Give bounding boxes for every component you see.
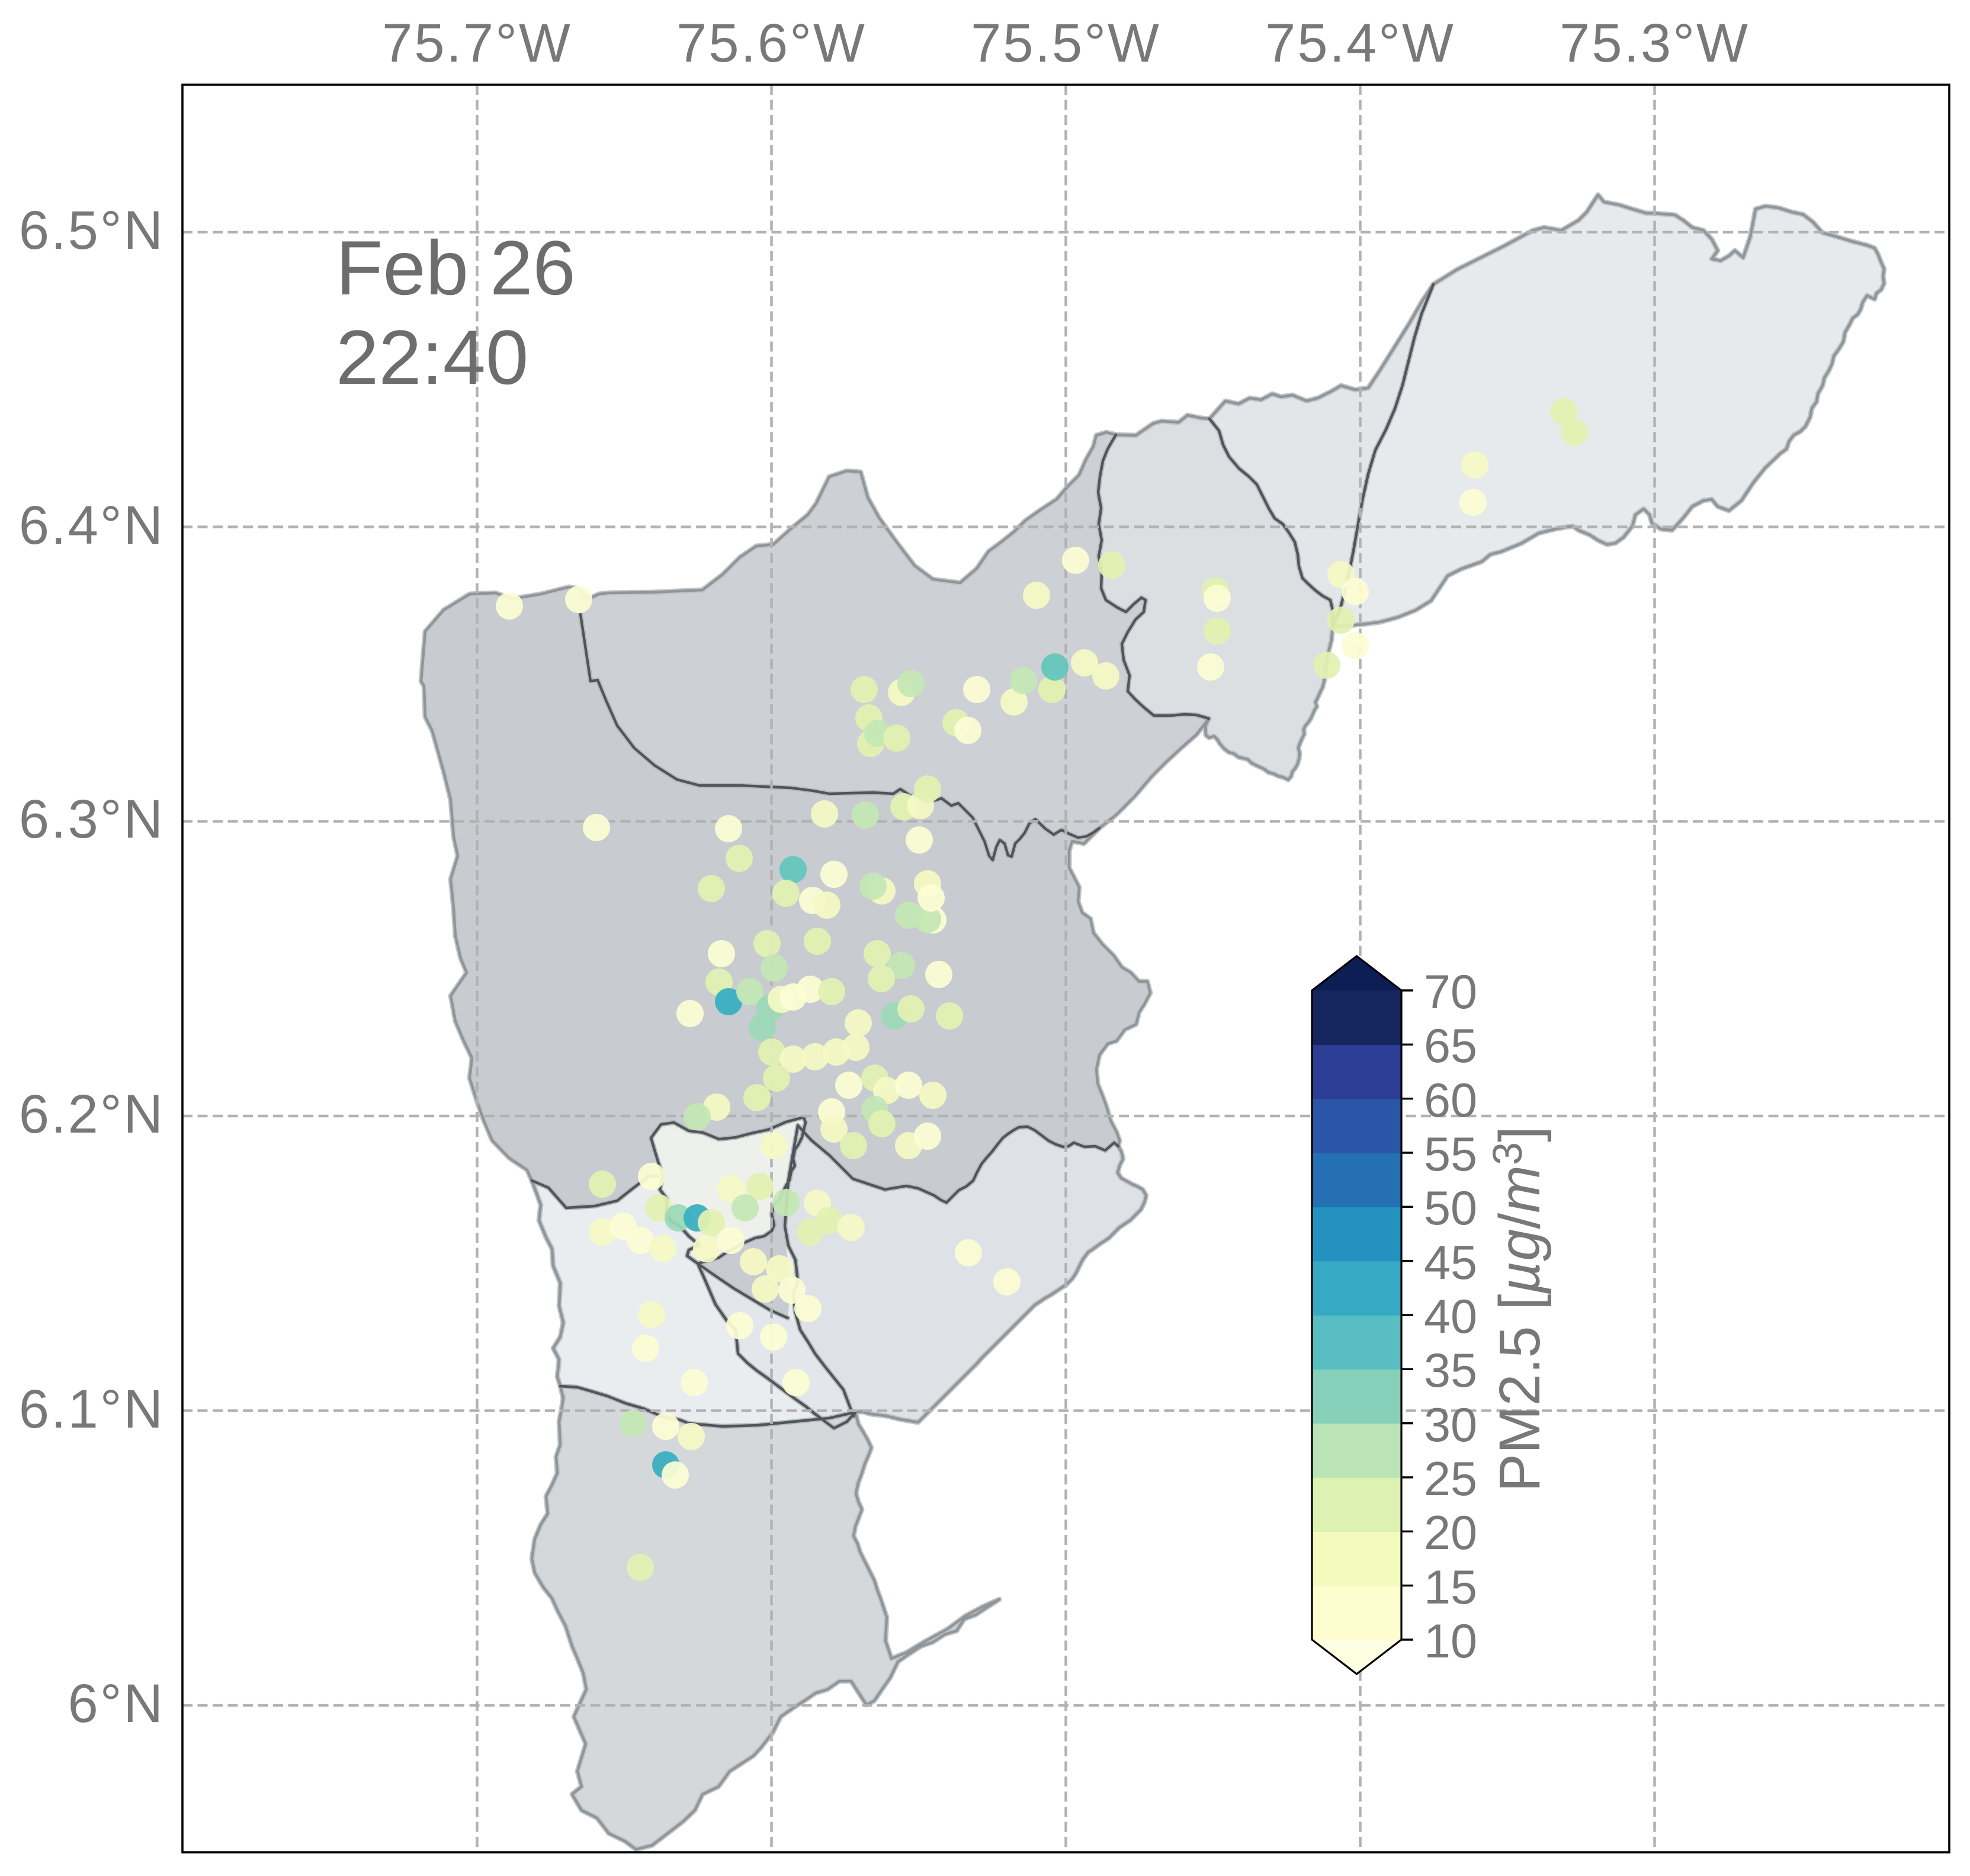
svg-text:75.5°W: 75.5°W <box>971 13 1161 73</box>
svg-text:6.1°N: 6.1°N <box>19 1379 165 1439</box>
svg-text:6°N: 6°N <box>68 1673 165 1734</box>
svg-text:75.7°W: 75.7°W <box>382 13 572 73</box>
svg-text:6.5°N: 6.5°N <box>19 200 165 261</box>
svg-text:6.2°N: 6.2°N <box>19 1084 165 1144</box>
svg-text:75.6°W: 75.6°W <box>676 13 867 73</box>
svg-text:35: 35 <box>1424 1344 1477 1397</box>
svg-text:65: 65 <box>1424 1019 1477 1073</box>
svg-text:Feb 26: Feb 26 <box>336 225 576 311</box>
svg-text:22:40: 22:40 <box>336 314 528 400</box>
svg-text:55: 55 <box>1424 1128 1477 1181</box>
svg-text:45: 45 <box>1424 1236 1477 1290</box>
svg-text:75.4°W: 75.4°W <box>1265 13 1455 73</box>
svg-text:6.4°N: 6.4°N <box>19 495 165 556</box>
svg-text:25: 25 <box>1424 1452 1477 1506</box>
svg-text:75.3°W: 75.3°W <box>1560 13 1750 73</box>
svg-text:70: 70 <box>1424 966 1477 1019</box>
svg-text:30: 30 <box>1424 1399 1477 1452</box>
svg-text:15: 15 <box>1424 1561 1477 1614</box>
svg-text:50: 50 <box>1424 1182 1477 1235</box>
svg-text:40: 40 <box>1424 1290 1477 1343</box>
svg-text:6.3°N: 6.3°N <box>19 789 165 849</box>
svg-text:60: 60 <box>1424 1074 1477 1127</box>
svg-text:20: 20 <box>1424 1506 1477 1560</box>
svg-text:10: 10 <box>1424 1615 1477 1668</box>
svg-text:PM2.5 [µg/m3]: PM2.5 [µg/m3] <box>1484 1126 1552 1492</box>
